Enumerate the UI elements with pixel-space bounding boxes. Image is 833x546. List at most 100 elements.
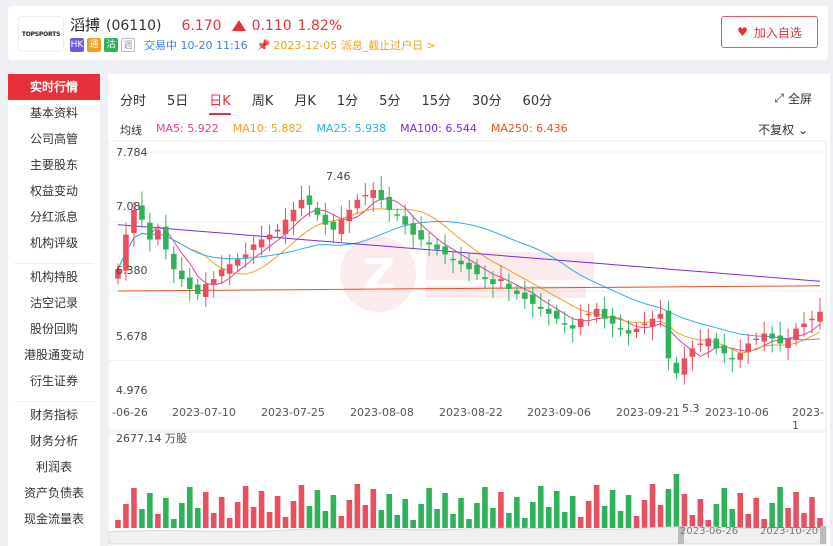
sidebar-item-equity-change[interactable]: 权益变动 bbox=[29, 184, 78, 198]
tab-daily-k[interactable]: 日K bbox=[209, 90, 231, 115]
status-row: HK 通 沽 週 交易中 10-20 11:16 📌 2023-12-05 派息… bbox=[70, 37, 436, 53]
candle-body bbox=[171, 253, 177, 270]
candle-body bbox=[179, 270, 185, 280]
dividend-notice[interactable]: 2023-12-05 派息_截止过户日 bbox=[273, 39, 424, 52]
candle-body bbox=[123, 234, 129, 271]
overview-area bbox=[108, 526, 827, 545]
add-watchlist-button[interactable]: ♥ 加入自选 bbox=[721, 16, 818, 48]
volume-bar bbox=[745, 514, 752, 528]
volume-bar bbox=[290, 501, 297, 528]
candle-body bbox=[681, 358, 688, 375]
volume-bar bbox=[163, 498, 169, 528]
candle-body bbox=[633, 328, 640, 333]
candle-body bbox=[314, 207, 321, 215]
volume-bar bbox=[649, 484, 656, 528]
volume-bar bbox=[809, 497, 815, 528]
volume-bar bbox=[498, 492, 504, 528]
tab-5min[interactable]: 5分 bbox=[379, 94, 401, 109]
candle-body bbox=[729, 357, 736, 360]
candle-body bbox=[506, 283, 512, 290]
sidebar-item-income[interactable]: 利润表 bbox=[35, 460, 72, 474]
volume-bar bbox=[418, 504, 424, 528]
sidebar-item-cashflow[interactable]: 现金流量表 bbox=[23, 512, 84, 526]
tab-1min[interactable]: 1分 bbox=[336, 94, 359, 109]
volume-bar bbox=[322, 511, 329, 528]
tab-30min[interactable]: 30分 bbox=[472, 94, 502, 109]
sidebar-item-buyback[interactable]: 股份回购 bbox=[29, 322, 78, 336]
volume-bar bbox=[266, 512, 273, 528]
tab-intraday[interactable]: 分时 bbox=[120, 94, 147, 109]
x-tick: 2023-08-22 bbox=[439, 406, 503, 419]
adjust-dropdown[interactable]: 不复权 ⌄ bbox=[758, 121, 808, 138]
ma25-line bbox=[117, 221, 821, 341]
volume-bar bbox=[673, 474, 680, 528]
candle-body bbox=[139, 205, 145, 220]
company-logo: TOPSPORTS bbox=[18, 16, 64, 52]
candle-body bbox=[131, 209, 137, 234]
sidebar-item-derivatives[interactable]: 衍生证券 bbox=[29, 374, 78, 388]
candle-body bbox=[585, 313, 592, 316]
chevron-down-icon: ⌄ bbox=[797, 123, 808, 137]
sidebar-item-dividends[interactable]: 分红派息 bbox=[29, 210, 78, 224]
x-tick: 2023-07-10 bbox=[172, 406, 236, 419]
sidebar-divider bbox=[14, 394, 94, 402]
heart-icon: ♥ bbox=[737, 25, 748, 39]
candle-body bbox=[306, 195, 313, 205]
candle-body bbox=[186, 277, 193, 290]
volume-label: 2677.14 万股 bbox=[116, 432, 187, 445]
sidebar-item-executives[interactable]: 公司高管 bbox=[29, 132, 78, 146]
sidebar-item-connect-change[interactable]: 港股通变动 bbox=[23, 348, 84, 362]
sidebar-item-fin-analysis[interactable]: 财务分析 bbox=[29, 434, 78, 448]
x-tick: 2023-1 bbox=[792, 406, 824, 432]
candle-body bbox=[210, 279, 217, 285]
volume-bar bbox=[282, 517, 289, 528]
ma-label: 均线 bbox=[120, 124, 142, 137]
sidebar-item-short-selling[interactable]: 沽空记录 bbox=[29, 296, 78, 310]
candle-body bbox=[649, 318, 656, 327]
stock-header: TOPSPORTS 滔搏 (06110) 6.170 0.110 1.82% H… bbox=[8, 6, 828, 60]
volume-bar bbox=[131, 488, 137, 528]
chevron-right-icon[interactable]: > bbox=[426, 38, 436, 52]
volume-bar bbox=[817, 518, 823, 528]
ma10-line bbox=[117, 208, 821, 354]
volume-bar bbox=[466, 519, 472, 528]
volume-bar bbox=[354, 484, 361, 528]
hk-badge: HK bbox=[70, 38, 84, 52]
volume-bar bbox=[234, 502, 241, 528]
candle-body bbox=[322, 214, 329, 225]
volume-bar bbox=[314, 490, 321, 528]
candle-body bbox=[545, 308, 552, 314]
volume-bar bbox=[194, 508, 201, 528]
candle-body bbox=[402, 216, 408, 225]
tab-60min[interactable]: 60分 bbox=[522, 94, 553, 109]
x-tick: 2023-09-21 bbox=[616, 406, 680, 419]
x-tick: 2023-09-06 bbox=[527, 406, 591, 419]
sidebar-item-shareholders[interactable]: 主要股东 bbox=[29, 158, 78, 172]
sidebar-item-balance[interactable]: 资产负债表 bbox=[23, 486, 84, 500]
sidebar-item-institutional[interactable]: 机构持股 bbox=[29, 270, 78, 284]
sidebar-item-profile[interactable]: 基本资料 bbox=[29, 106, 78, 120]
range-handle-right bbox=[820, 526, 826, 544]
volume-bar bbox=[530, 502, 536, 528]
up-arrow-icon bbox=[231, 20, 246, 31]
fullscreen-button[interactable]: ⤢ 全屏 bbox=[774, 90, 812, 107]
candle-body bbox=[761, 333, 767, 342]
candle-body bbox=[226, 264, 233, 274]
volume-bar bbox=[179, 503, 185, 528]
volume-bar bbox=[306, 506, 313, 528]
tab-15min[interactable]: 15分 bbox=[421, 94, 451, 109]
sidebar-item-ratings[interactable]: 机构评级 bbox=[29, 236, 78, 250]
volume-bar bbox=[641, 500, 648, 528]
sidebar-item-fin-indicators[interactable]: 财务指标 bbox=[29, 408, 78, 422]
candlestick-chart[interactable]: Z 7.46 5.3 bbox=[108, 140, 830, 546]
tab-5day[interactable]: 5日 bbox=[167, 94, 189, 109]
tab-weekly-k[interactable]: 周K bbox=[251, 94, 274, 109]
ma5-value: MA5: 5.922 bbox=[156, 122, 219, 135]
candle-body bbox=[354, 199, 361, 209]
tab-monthly-k[interactable]: 月K bbox=[294, 94, 316, 109]
ma100-value: MA100: 6.544 bbox=[400, 122, 477, 135]
sidebar-item-realtime[interactable]: 实时行情 bbox=[8, 74, 100, 100]
volume-bar bbox=[442, 493, 448, 528]
fullscreen-label: 全屏 bbox=[787, 92, 812, 106]
candle-body bbox=[769, 333, 775, 339]
